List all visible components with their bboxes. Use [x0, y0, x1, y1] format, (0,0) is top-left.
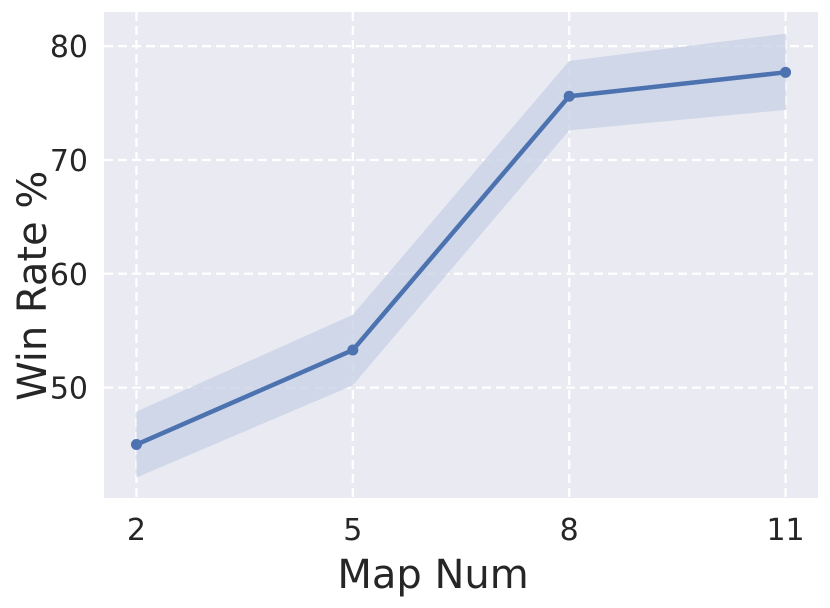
- data-point: [130, 439, 142, 451]
- confidence-band: [136, 33, 786, 478]
- data-point: [347, 344, 359, 356]
- x-tick-labels: 2 5 8 11: [127, 513, 805, 548]
- data-point: [563, 90, 575, 102]
- y-axis-label: Win Rate %: [10, 171, 56, 401]
- x-axis-label: Map Num: [337, 552, 528, 598]
- data-point: [780, 66, 792, 78]
- series-line: [135, 70, 786, 447]
- x-tick-label: 8: [560, 513, 579, 548]
- y-tick-label: 80: [50, 30, 88, 65]
- x-tick-label: 5: [343, 513, 362, 548]
- y-tick-label: 50: [50, 372, 88, 407]
- x-tick-label: 11: [766, 513, 804, 548]
- y-tick-labels: 50 60 70 80: [50, 30, 88, 406]
- x-gridlines: [135, 12, 787, 498]
- y-tick-label: 60: [50, 258, 88, 293]
- x-tick-label: 2: [127, 513, 146, 548]
- y-tick-label: 70: [50, 144, 88, 179]
- series-markers: [130, 66, 792, 451]
